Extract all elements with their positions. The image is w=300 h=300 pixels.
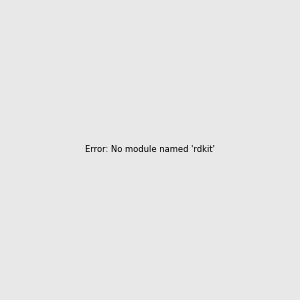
Text: Error: No module named 'rdkit': Error: No module named 'rdkit'	[85, 146, 215, 154]
